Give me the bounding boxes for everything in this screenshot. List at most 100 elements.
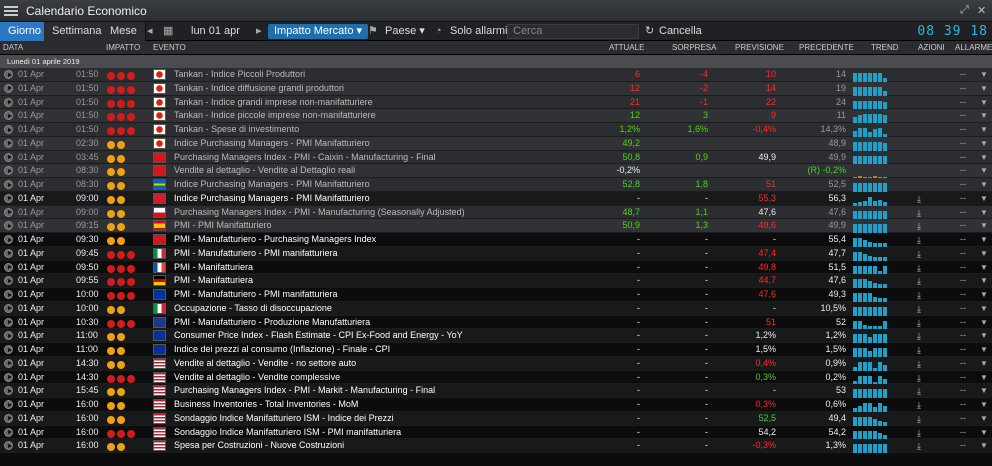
next-day-icon[interactable]: ▸ — [256, 25, 262, 37]
alarm-dropdown-icon[interactable]: ▼ — [980, 317, 988, 327]
table-row[interactable]: 01 Apr 03:45 Purchasing Managers Index - P… — [0, 150, 992, 165]
table-row[interactable]: 01 Apr 16:00 Sondaggio Indice Manifatturie… — [0, 411, 992, 426]
download-icon[interactable]: ⤓ — [917, 413, 921, 424]
event-name[interactable]: Tankan - Spese di investimento — [174, 124, 300, 134]
alarm-dropdown-icon[interactable]: ▼ — [980, 193, 988, 203]
event-name[interactable]: Purchasing Managers Index - PMI - Markit… — [174, 385, 436, 396]
col-allarme[interactable]: ALLARME — [955, 43, 992, 52]
alarm-dropdown-icon[interactable]: ▼ — [980, 166, 988, 176]
event-name[interactable]: PMI - Manifatturiera — [174, 275, 254, 286]
menu-icon[interactable] — [4, 4, 18, 18]
alarm-setting[interactable]: -- — [960, 220, 966, 231]
download-icon[interactable]: ⤓ — [917, 262, 921, 273]
event-name[interactable]: Occupazione - Tasso di disoccupazione — [174, 302, 332, 313]
event-name[interactable]: Tankan - Indice piccole imprese non-mani… — [174, 110, 376, 121]
event-name[interactable]: Vendite al dettaglio - Vendite complessi… — [174, 371, 341, 382]
table-row[interactable]: 01 Apr 01:50 Tankan - Indice Piccoli Produ… — [0, 68, 992, 82]
expand-row-icon[interactable] — [4, 138, 13, 148]
event-name[interactable]: Business Inventories - Total Inventories… — [174, 399, 359, 409]
alarm-dropdown-icon[interactable]: ▼ — [980, 248, 988, 258]
table-row[interactable]: 01 Apr 10:30 PMI - Manufatturiero - Produz… — [0, 316, 992, 330]
expand-row-icon[interactable] — [4, 317, 13, 327]
col-sorpresa[interactable]: SORPRESA — [672, 43, 717, 52]
event-name[interactable]: Indice Purchasing Managers - PMI Manifat… — [174, 137, 370, 148]
alarm-setting[interactable]: -- — [960, 96, 966, 107]
event-name[interactable]: Purchasing Managers Index - PMI - Manufa… — [174, 206, 465, 217]
event-name[interactable]: PMI - Manifatturiera — [174, 261, 254, 272]
alarm-setting[interactable]: -- — [960, 151, 966, 162]
download-icon[interactable]: ⤓ — [917, 345, 921, 355]
download-icon[interactable]: ⤓ — [917, 235, 921, 245]
download-icon[interactable]: ⤓ — [917, 276, 921, 287]
alarm-dropdown-icon[interactable]: ▼ — [980, 125, 988, 134]
col-attuale[interactable]: ATTUALE — [609, 43, 645, 52]
alarm-dropdown-icon[interactable]: ▼ — [980, 138, 988, 148]
alarm-dropdown-icon[interactable]: ▼ — [980, 372, 988, 382]
event-name[interactable]: Tankan - Indice Piccoli Produttori — [174, 69, 306, 79]
table-row[interactable]: 01 Apr 09:15 PMI - PMI Manifatturiero 50,9 1… — [0, 219, 992, 234]
expand-row-icon[interactable] — [4, 111, 13, 121]
alarm-setting[interactable]: -- — [960, 316, 966, 327]
alarm-setting[interactable]: -- — [960, 82, 966, 93]
search-input[interactable]: Cerca — [507, 24, 639, 39]
download-icon[interactable]: ⤓ — [917, 207, 921, 218]
expand-row-icon[interactable] — [4, 83, 13, 93]
event-name[interactable]: Tankan - Indice grandi imprese non-manif… — [174, 96, 373, 107]
alarm-dropdown-icon[interactable]: ▼ — [980, 276, 988, 286]
event-name[interactable]: Indice Purchasing Managers - PMI Manifat… — [174, 192, 370, 203]
table-row[interactable]: 01 Apr 09:50 PMI - Manifatturiera - -49,8 51,… — [0, 261, 992, 275]
alarm-setting[interactable]: -- — [960, 399, 966, 409]
expand-icon[interactable]: ⤢ — [960, 4, 969, 16]
country-filter[interactable]: Paese ▾ — [385, 25, 425, 37]
alarm-setting[interactable]: -- — [960, 440, 966, 451]
alarm-setting[interactable]: -- — [960, 261, 966, 272]
event-name[interactable]: Consumer Price Index - Flash Estimate - … — [174, 330, 463, 341]
download-icon[interactable]: ⤓ — [917, 358, 921, 369]
download-icon[interactable]: ⤓ — [917, 317, 921, 328]
alarm-setting[interactable]: -- — [960, 165, 966, 176]
download-icon[interactable]: ⤓ — [917, 372, 921, 383]
event-name[interactable]: Sondaggio Indice Manifatturiero ISM - PM… — [174, 426, 402, 437]
col-evento[interactable]: EVENTO — [153, 43, 186, 52]
expand-row-icon[interactable] — [4, 413, 13, 423]
alarm-dropdown-icon[interactable]: ▼ — [980, 152, 988, 162]
table-row[interactable]: 01 Apr 09:45 PMI - Manufatturiero - PMI ma… — [0, 246, 992, 261]
alarm-dropdown-icon[interactable]: ▼ — [980, 290, 988, 299]
download-icon[interactable]: ⤓ — [917, 221, 921, 232]
alarm-setting[interactable]: -- — [960, 137, 966, 148]
table-row[interactable]: 01 Apr 16:00 Sondaggio Indice Manifatturie… — [0, 426, 992, 440]
table-row[interactable]: 01 Apr 10:00 PMI - Manufatturiero - PMI ma… — [0, 288, 992, 302]
alarm-dropdown-icon[interactable]: ▼ — [980, 97, 988, 107]
table-row[interactable]: 01 Apr 10:00 Occupazione - Tasso di disocc… — [0, 301, 992, 316]
table-row[interactable]: 01 Apr 01:50 Tankan - Indice piccole impre… — [0, 109, 992, 124]
expand-row-icon[interactable] — [4, 303, 13, 313]
expand-row-icon[interactable] — [4, 248, 13, 258]
expand-row-icon[interactable] — [4, 97, 13, 107]
table-row[interactable]: 01 Apr 14:30 Vendite al dettaglio - Vendit… — [0, 356, 992, 371]
alarm-dropdown-icon[interactable]: ▼ — [980, 345, 988, 354]
expand-row-icon[interactable] — [4, 152, 13, 162]
download-icon[interactable]: ⤓ — [917, 331, 921, 342]
alarm-dropdown-icon[interactable]: ▼ — [980, 303, 988, 313]
tab-settimana[interactable]: Settimana — [44, 22, 111, 41]
event-name[interactable]: Tankan - Indice diffusione grandi produt… — [174, 82, 344, 93]
alarm-setting[interactable]: -- — [960, 275, 966, 286]
table-row[interactable]: 01 Apr 11:00 Consumer Price Index - Flash … — [0, 329, 992, 344]
alarm-dropdown-icon[interactable]: ▼ — [980, 180, 988, 189]
alarm-dropdown-icon[interactable]: ▼ — [980, 262, 988, 272]
col-data[interactable]: DATA — [3, 43, 24, 52]
alarm-dropdown-icon[interactable]: ▼ — [980, 427, 988, 437]
event-name[interactable]: Indice dei prezzi al consumo (Inflazione… — [174, 344, 391, 354]
expand-row-icon[interactable] — [4, 193, 13, 203]
alarm-setting[interactable]: -- — [960, 412, 966, 423]
alarm-setting[interactable]: -- — [960, 110, 966, 121]
table-row[interactable]: 01 Apr 01:50 Tankan - Spese di investiment… — [0, 123, 992, 137]
expand-row-icon[interactable] — [4, 125, 13, 134]
col-previsione[interactable]: PREVISIONE — [735, 43, 784, 52]
table-row[interactable]: 01 Apr 01:50 Tankan - Indice diffusione gr… — [0, 81, 992, 96]
alarm-setting[interactable]: -- — [960, 385, 966, 396]
alarm-dropdown-icon[interactable]: ▼ — [980, 386, 988, 396]
download-icon[interactable]: ⤓ — [917, 427, 921, 438]
alarm-setting[interactable]: -- — [960, 344, 966, 354]
event-name[interactable]: PMI - Manufatturiero - PMI manifatturier… — [174, 247, 338, 258]
